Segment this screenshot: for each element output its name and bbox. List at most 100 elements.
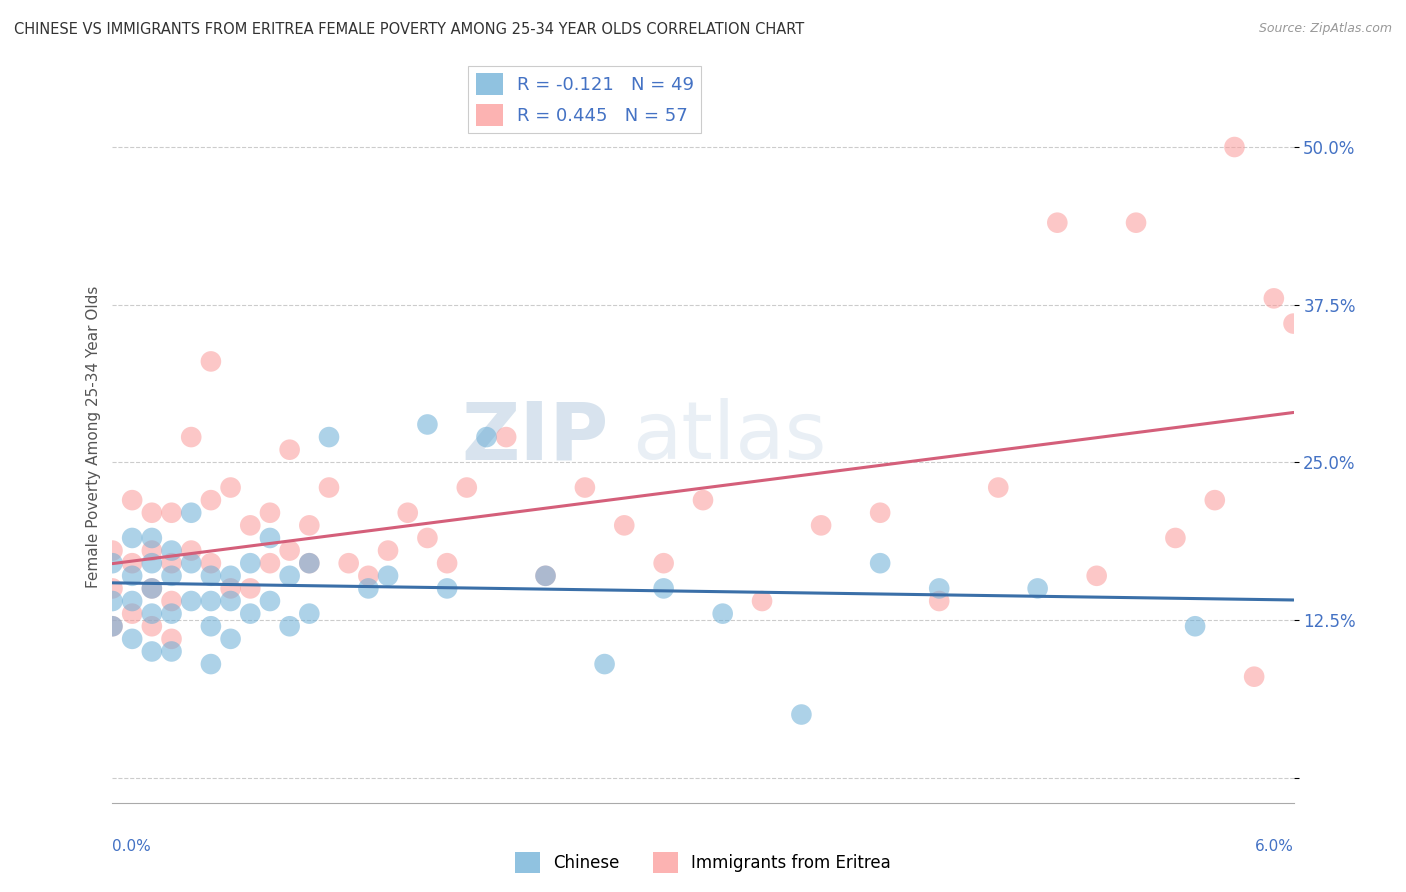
- Point: [141, 582, 163, 596]
- Point: [692, 493, 714, 508]
- Text: 6.0%: 6.0%: [1254, 839, 1294, 855]
- Point: [200, 354, 222, 368]
- Point: [298, 556, 321, 570]
- Point: [141, 531, 163, 545]
- Point: [160, 632, 183, 646]
- Point: [259, 556, 281, 570]
- Point: [711, 607, 734, 621]
- Point: [613, 518, 636, 533]
- Point: [790, 707, 813, 722]
- Point: [239, 518, 262, 533]
- Point: [987, 481, 1010, 495]
- Text: 0.0%: 0.0%: [112, 839, 152, 855]
- Point: [652, 556, 675, 570]
- Point: [121, 632, 143, 646]
- Point: [1164, 531, 1187, 545]
- Point: [1243, 670, 1265, 684]
- Point: [1046, 216, 1069, 230]
- Point: [160, 644, 183, 658]
- Point: [928, 582, 950, 596]
- Point: [318, 430, 340, 444]
- Point: [200, 594, 222, 608]
- Point: [278, 442, 301, 457]
- Point: [810, 518, 832, 533]
- Point: [180, 556, 202, 570]
- Point: [869, 556, 891, 570]
- Point: [1223, 140, 1246, 154]
- Point: [436, 556, 458, 570]
- Point: [219, 594, 242, 608]
- Point: [121, 556, 143, 570]
- Point: [318, 481, 340, 495]
- Point: [219, 582, 242, 596]
- Point: [101, 594, 124, 608]
- Point: [101, 619, 124, 633]
- Point: [160, 506, 183, 520]
- Point: [534, 569, 557, 583]
- Point: [1282, 317, 1305, 331]
- Point: [239, 556, 262, 570]
- Point: [200, 493, 222, 508]
- Point: [101, 582, 124, 596]
- Point: [456, 481, 478, 495]
- Point: [396, 506, 419, 520]
- Point: [141, 607, 163, 621]
- Point: [416, 417, 439, 432]
- Point: [101, 543, 124, 558]
- Point: [141, 619, 163, 633]
- Point: [121, 531, 143, 545]
- Point: [751, 594, 773, 608]
- Point: [160, 569, 183, 583]
- Point: [160, 594, 183, 608]
- Point: [200, 569, 222, 583]
- Point: [180, 594, 202, 608]
- Point: [377, 543, 399, 558]
- Point: [200, 619, 222, 633]
- Point: [239, 607, 262, 621]
- Text: atlas: atlas: [633, 398, 827, 476]
- Point: [121, 569, 143, 583]
- Point: [475, 430, 498, 444]
- Point: [416, 531, 439, 545]
- Point: [357, 569, 380, 583]
- Point: [141, 506, 163, 520]
- Text: CHINESE VS IMMIGRANTS FROM ERITREA FEMALE POVERTY AMONG 25-34 YEAR OLDS CORRELAT: CHINESE VS IMMIGRANTS FROM ERITREA FEMAL…: [14, 22, 804, 37]
- Point: [1026, 582, 1049, 596]
- Text: Source: ZipAtlas.com: Source: ZipAtlas.com: [1258, 22, 1392, 36]
- Point: [141, 543, 163, 558]
- Point: [337, 556, 360, 570]
- Y-axis label: Female Poverty Among 25-34 Year Olds: Female Poverty Among 25-34 Year Olds: [86, 286, 101, 588]
- Point: [259, 506, 281, 520]
- Point: [534, 569, 557, 583]
- Point: [200, 556, 222, 570]
- Point: [160, 543, 183, 558]
- Point: [278, 543, 301, 558]
- Point: [239, 582, 262, 596]
- Point: [121, 493, 143, 508]
- Point: [141, 644, 163, 658]
- Point: [357, 582, 380, 596]
- Point: [1263, 291, 1285, 305]
- Point: [652, 582, 675, 596]
- Point: [928, 594, 950, 608]
- Point: [298, 518, 321, 533]
- Point: [141, 582, 163, 596]
- Point: [141, 556, 163, 570]
- Text: ZIP: ZIP: [461, 398, 609, 476]
- Point: [593, 657, 616, 671]
- Point: [180, 430, 202, 444]
- Point: [101, 619, 124, 633]
- Point: [121, 607, 143, 621]
- Point: [219, 481, 242, 495]
- Point: [1125, 216, 1147, 230]
- Point: [278, 619, 301, 633]
- Point: [219, 569, 242, 583]
- Point: [298, 607, 321, 621]
- Legend: R = -0.121   N = 49, R = 0.445   N = 57: R = -0.121 N = 49, R = 0.445 N = 57: [468, 66, 702, 133]
- Point: [1085, 569, 1108, 583]
- Point: [574, 481, 596, 495]
- Point: [259, 531, 281, 545]
- Point: [180, 506, 202, 520]
- Point: [436, 582, 458, 596]
- Point: [278, 569, 301, 583]
